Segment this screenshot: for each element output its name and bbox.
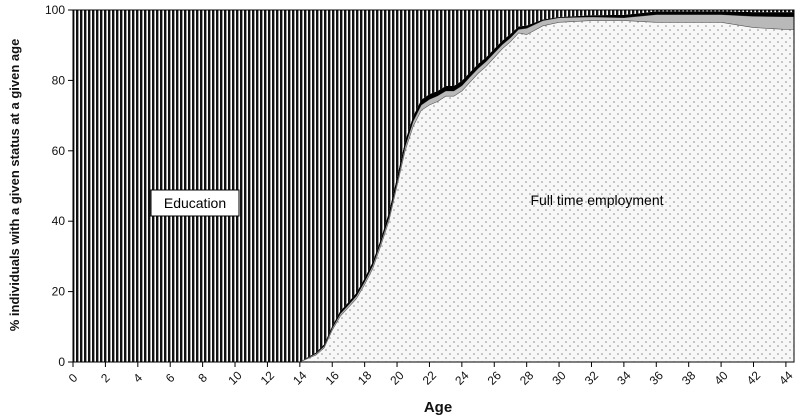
- x-tick-label: 32: [582, 368, 602, 388]
- education-annotation: Education: [150, 189, 240, 217]
- x-tick-label: 6: [163, 370, 178, 385]
- y-tick-label: 0: [58, 355, 65, 369]
- x-tick-label: 2: [98, 370, 113, 385]
- series-layer: [73, 10, 795, 363]
- x-tick-label: 14: [290, 368, 310, 388]
- x-tick-label: 18: [355, 368, 375, 388]
- education-label: Education: [164, 195, 226, 211]
- series-area-dotted: [73, 20, 794, 362]
- x-axis-title: Age: [424, 399, 452, 416]
- x-tick-label: 8: [195, 370, 210, 385]
- y-tick-label: 80: [52, 73, 66, 87]
- series-area-education: [73, 10, 794, 362]
- x-tick-label: 36: [647, 368, 667, 388]
- x-tick-label: 44: [776, 368, 796, 388]
- x-tick-label: 40: [711, 368, 731, 388]
- full-time-employment-label: Full time employment: [530, 192, 663, 208]
- x-tick-label: 16: [323, 368, 343, 388]
- x-tick-label: 28: [517, 368, 537, 388]
- x-tick-label: 22: [420, 368, 440, 388]
- x-tick-label: 10: [225, 368, 245, 388]
- x-tick-label: 24: [452, 368, 472, 388]
- x-tick-label: 0: [66, 370, 81, 385]
- y-tick-label: 40: [52, 214, 66, 228]
- x-tick-label: 30: [549, 368, 569, 388]
- y-tick-label: 100: [45, 3, 65, 17]
- x-tick-label: 12: [258, 368, 278, 388]
- plot-frame: [72, 9, 795, 363]
- x-tick-label: 34: [614, 368, 634, 388]
- x-tick-label: 38: [679, 368, 699, 388]
- y-tick-label: 20: [52, 285, 66, 299]
- x-tick-label: 4: [130, 370, 145, 385]
- x-tick-label: 42: [744, 368, 764, 388]
- y-tick-label: 60: [52, 144, 66, 158]
- education-label-box: [150, 189, 240, 217]
- x-tick-label: 26: [485, 368, 505, 388]
- x-tick-label: 20: [387, 368, 407, 388]
- y-axis-title: % individuals with a given status at a g…: [7, 39, 22, 332]
